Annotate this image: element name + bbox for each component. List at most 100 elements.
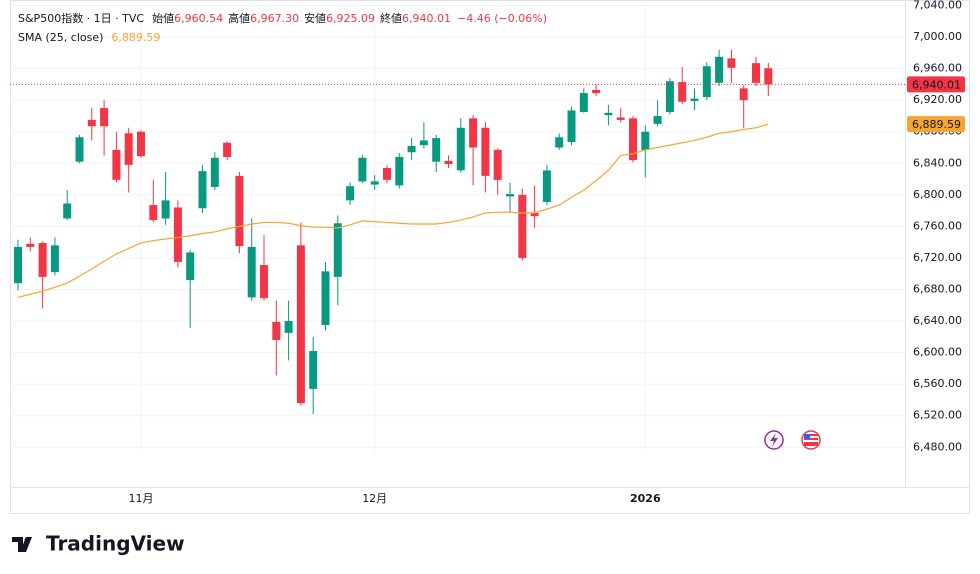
candle-body: [38, 242, 47, 277]
candle-body: [678, 82, 687, 102]
brand-name: TradingView: [46, 532, 185, 556]
candle-body: [506, 194, 514, 197]
candle-body: [309, 351, 318, 389]
y-tick-label: 6,560.00: [913, 377, 962, 390]
candle-body: [456, 127, 465, 171]
candle-body: [604, 112, 613, 116]
candle-body: [272, 321, 281, 340]
candle-body: [198, 171, 207, 209]
indicator-value: 6,889.59: [111, 31, 160, 44]
plot: [10, 49, 905, 415]
candle-body: [690, 98, 699, 101]
ohlc-name: 高値: [228, 11, 250, 25]
candle-body: [715, 56, 724, 83]
chart-frame: [10, 0, 970, 514]
candle-body: [173, 207, 182, 262]
lightning-icon[interactable]: [764, 430, 784, 450]
candle-body: [321, 271, 330, 325]
ohlc-value: 6,940.01: [402, 12, 451, 25]
y-tick-label: 6,960.00: [913, 62, 962, 75]
candle-body: [702, 66, 711, 98]
candle-body: [235, 175, 244, 247]
y-tick-label: 6,480.00: [913, 440, 962, 453]
candle-body: [665, 81, 674, 113]
candle-body: [481, 127, 490, 176]
candle-body: [764, 68, 773, 85]
candle-body: [469, 118, 478, 148]
ohlc-name: 始値: [152, 11, 174, 25]
y-tick-label: 6,720.00: [913, 251, 962, 264]
candle-body: [161, 200, 170, 219]
candle-body: [124, 133, 133, 165]
candle-body: [530, 212, 539, 217]
flag-icon[interactable]: [801, 430, 821, 450]
candle-body: [653, 115, 662, 124]
y-tick-label: 7,040.00: [913, 0, 962, 12]
ohlc-name: 安値: [304, 11, 326, 25]
candle-body: [641, 131, 650, 150]
y-tick-label: 6,680.00: [913, 283, 962, 296]
candle-body: [739, 88, 748, 101]
candle-body: [26, 243, 35, 247]
candle-body: [358, 157, 367, 182]
indicator-line: SMA (25, close) 6,889.59: [18, 31, 160, 44]
candle-body: [63, 203, 72, 219]
y-tick-label: 6,600.00: [913, 346, 962, 359]
candle-body: [112, 149, 121, 180]
sma-price-label: 6,889.59: [912, 118, 961, 131]
indicator-name: SMA (25, close): [18, 31, 103, 44]
candle-body: [100, 108, 109, 127]
candle-body: [419, 140, 428, 146]
candle-body: [395, 156, 404, 186]
candle-body: [493, 149, 502, 180]
y-tick-label: 7,000.00: [913, 30, 962, 43]
x-tick-label: 12月: [362, 492, 387, 505]
brand-logo[interactable]: TradingView: [12, 532, 185, 556]
change: −4.46 (−0.06%): [457, 12, 547, 25]
x-tick-label: 2026: [630, 492, 661, 505]
candle-body: [727, 58, 736, 68]
candle-body: [137, 131, 145, 157]
candle-body: [247, 246, 256, 298]
candle-body: [370, 181, 379, 185]
y-tick-label: 6,640.00: [913, 314, 962, 327]
ohlc-value: 6,960.54: [174, 12, 223, 25]
candle-body: [260, 265, 268, 299]
axis: 6,480.00 6,520.00 6,560.00 6,600.00 6,640.00…: [129, 0, 965, 505]
candle-body: [518, 194, 527, 258]
candle-body: [284, 321, 293, 333]
candle-body: [75, 137, 84, 162]
candle-body: [210, 157, 219, 187]
x-tick-label: 11月: [129, 492, 154, 505]
y-tick-label: 6,840.00: [913, 156, 962, 169]
candle-body: [333, 223, 342, 277]
ohlc-value: 6,967.30: [250, 12, 299, 25]
ohlc-value: 6,925.09: [326, 12, 375, 25]
candle-body: [149, 205, 158, 221]
candle-body: [592, 89, 601, 94]
y-tick-label: 6,800.00: [913, 188, 962, 201]
candle-body: [14, 246, 22, 284]
candle-body: [186, 252, 195, 281]
candle-body: [616, 117, 625, 120]
y-tick-label: 6,760.00: [913, 219, 962, 232]
legend-line: S&P500指数 · 1日 · TVC 始値6,960.54 高値6,967.30 安…: [18, 11, 547, 25]
candle-body: [752, 63, 760, 83]
candle-body: [407, 145, 416, 153]
candle-body: [629, 118, 637, 161]
symbol: S&P500指数 · 1日 · TVC: [18, 11, 144, 25]
candle-body: [444, 160, 453, 165]
last-price-box: [907, 76, 965, 93]
candle-body: [432, 138, 441, 162]
y-tick-label: 6,920.00: [913, 93, 962, 106]
candle-body: [50, 245, 59, 273]
candle-body: [346, 186, 355, 201]
candle-body: [87, 119, 96, 127]
last-price-label: 6,940.01: [912, 78, 961, 91]
candle-body: [223, 142, 232, 157]
candle-body: [555, 137, 564, 148]
ohlc-name: 終値: [380, 11, 402, 25]
candle-body: [383, 168, 391, 180]
candle-body: [542, 170, 551, 202]
